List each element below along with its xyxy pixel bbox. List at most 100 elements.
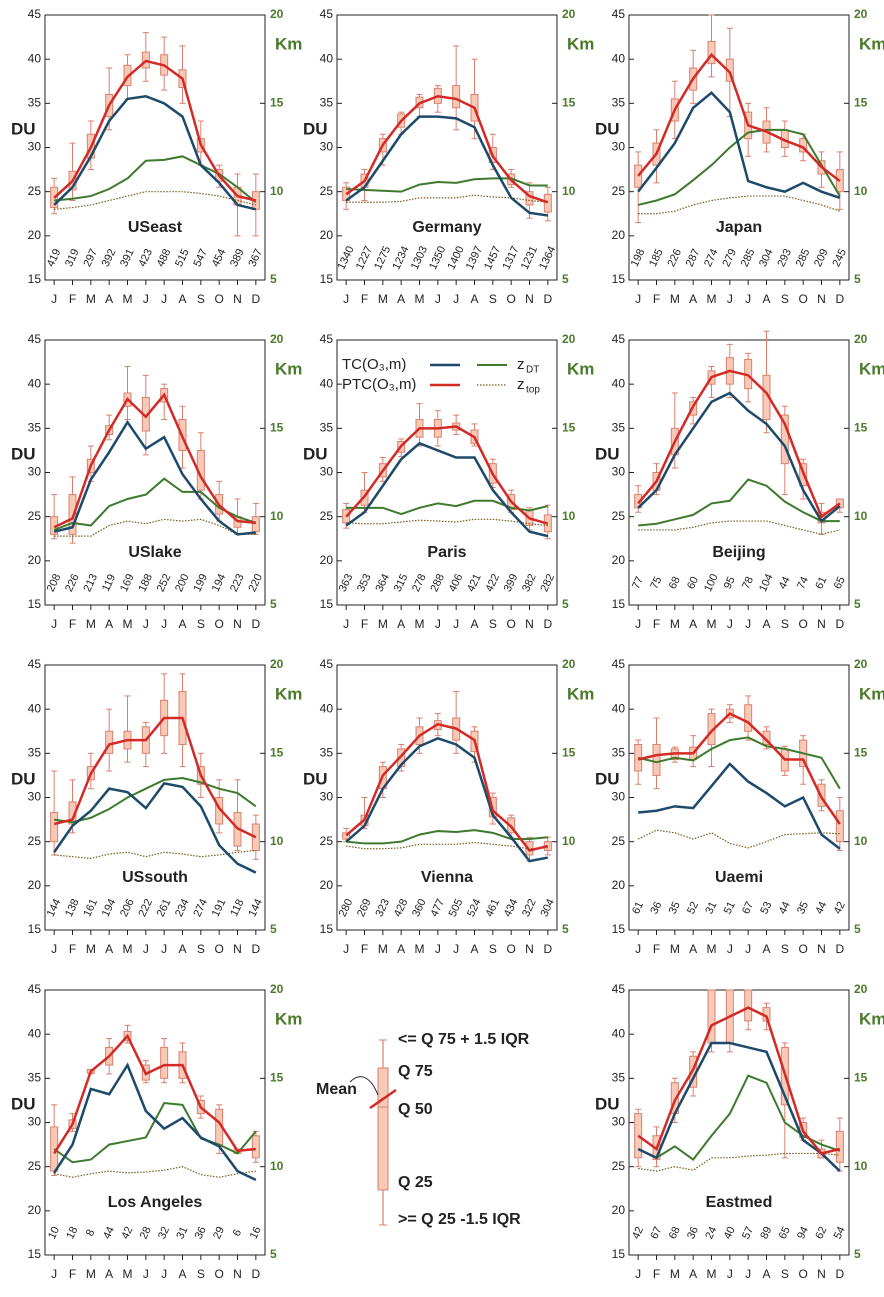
x-tick-label: J — [161, 617, 167, 631]
sample-count: 161 — [81, 897, 100, 919]
x-tick-label: S — [197, 942, 205, 956]
y-tick-label: 40 — [320, 51, 334, 65]
sample-count: 226 — [665, 247, 684, 269]
box — [835, 810, 844, 843]
x-tick-label: J — [745, 1267, 751, 1281]
y2-tick-label: 10 — [854, 184, 868, 198]
x-tick-label: J — [635, 1267, 641, 1281]
sample-count: 78 — [740, 575, 756, 591]
sample-count: 488 — [155, 247, 174, 269]
y2-tick-label: 5 — [854, 597, 861, 611]
x-tick-label: M — [415, 292, 425, 306]
y-tick-label: 45 — [28, 7, 42, 21]
y-tick-label: 35 — [612, 1071, 626, 1085]
y-tick-label: 35 — [28, 421, 42, 435]
sample-count: 44 — [777, 575, 793, 591]
y2-tick-label: 5 — [270, 272, 277, 286]
y-axis-label: DU — [595, 769, 620, 788]
y-tick-label: 35 — [28, 96, 42, 110]
x-tick-label: M — [86, 617, 96, 631]
sample-count: 391 — [118, 247, 137, 269]
series-line — [637, 369, 841, 519]
y-tick-label: 20 — [612, 228, 626, 242]
y-axis-label: DU — [303, 769, 328, 788]
y2-tick-label: 10 — [854, 834, 868, 848]
x-tick-label: D — [835, 617, 844, 631]
y2-tick-label: 20 — [562, 332, 576, 346]
series-line — [638, 1152, 840, 1172]
y-tick-label: 15 — [612, 1247, 626, 1261]
sample-count: 421 — [465, 572, 484, 594]
y2-tick-label: 10 — [854, 1159, 868, 1173]
x-tick-label: J — [51, 292, 57, 306]
y-tick-label: 25 — [320, 834, 334, 848]
x-tick-label: J — [635, 942, 641, 956]
series-line — [54, 849, 256, 860]
x-tick-label: F — [69, 1267, 76, 1281]
sample-count: 274 — [702, 247, 721, 269]
sample-count: 1397 — [464, 244, 485, 271]
y2-tick-label: 20 — [270, 982, 284, 996]
x-tick-label: S — [489, 292, 497, 306]
sample-count: 94 — [795, 1225, 811, 1241]
y2-tick-label: 20 — [854, 7, 868, 21]
x-tick-label: N — [233, 942, 242, 956]
y-tick-label: 20 — [612, 1203, 626, 1217]
sample-count: 382 — [520, 572, 539, 594]
sample-count: 8 — [84, 1228, 97, 1239]
sample-count: 304 — [538, 897, 557, 919]
y-tick-label: 30 — [612, 790, 626, 804]
y2-tick-label: 5 — [270, 922, 277, 936]
series-line — [637, 736, 841, 790]
sample-count: 323 — [373, 897, 392, 919]
x-tick-label: M — [670, 942, 680, 956]
y-tick-label: 25 — [612, 834, 626, 848]
y2-tick-label: 5 — [854, 1247, 861, 1261]
y-tick-label: 15 — [28, 922, 42, 936]
y2-tick-label: 10 — [270, 834, 284, 848]
sample-count: 54 — [832, 1225, 848, 1241]
y-tick-label: 30 — [28, 1115, 42, 1129]
x-tick-label: D — [543, 617, 552, 631]
x-tick-label: J — [435, 617, 441, 631]
x-tick-label: J — [727, 942, 733, 956]
y-tick-label: 25 — [612, 1159, 626, 1173]
sample-count: 505 — [447, 897, 466, 919]
sample-count: 89 — [758, 1225, 774, 1241]
x-tick-label: A — [105, 942, 113, 956]
series-line — [53, 1062, 257, 1182]
y-tick-label: 40 — [28, 701, 42, 715]
sample-count: 44 — [101, 1225, 117, 1241]
sample-count: 57 — [740, 1225, 756, 1241]
y2-axis-label: Km — [859, 1009, 884, 1028]
sample-count: 367 — [246, 247, 265, 269]
series-line — [637, 1041, 841, 1172]
sample-count: 547 — [191, 247, 210, 269]
sample-count: 68 — [667, 1225, 683, 1241]
sample-count: 67 — [740, 900, 756, 916]
sample-count: 75 — [648, 575, 664, 591]
y2-tick-label: 20 — [562, 7, 576, 21]
x-tick-label: S — [197, 617, 205, 631]
sample-count: 515 — [173, 247, 192, 269]
x-tick-label: J — [161, 942, 167, 956]
sample-count: 245 — [830, 247, 849, 269]
sample-count: 206 — [118, 897, 137, 919]
x-tick-label: A — [105, 1267, 113, 1281]
y-tick-label: 20 — [28, 553, 42, 567]
y-tick-label: 35 — [320, 746, 334, 760]
x-tick-label: M — [378, 292, 388, 306]
plot-frame — [44, 989, 266, 1256]
x-tick-label: F — [361, 942, 368, 956]
sample-count: 62 — [813, 1225, 829, 1241]
x-tick-label: D — [835, 1267, 844, 1281]
sample-count: 24 — [703, 1225, 719, 1241]
y2-axis-label: Km — [275, 1009, 302, 1028]
x-tick-label: M — [670, 292, 680, 306]
y-tick-label: 25 — [612, 184, 626, 198]
legend-box — [377, 1067, 389, 1191]
